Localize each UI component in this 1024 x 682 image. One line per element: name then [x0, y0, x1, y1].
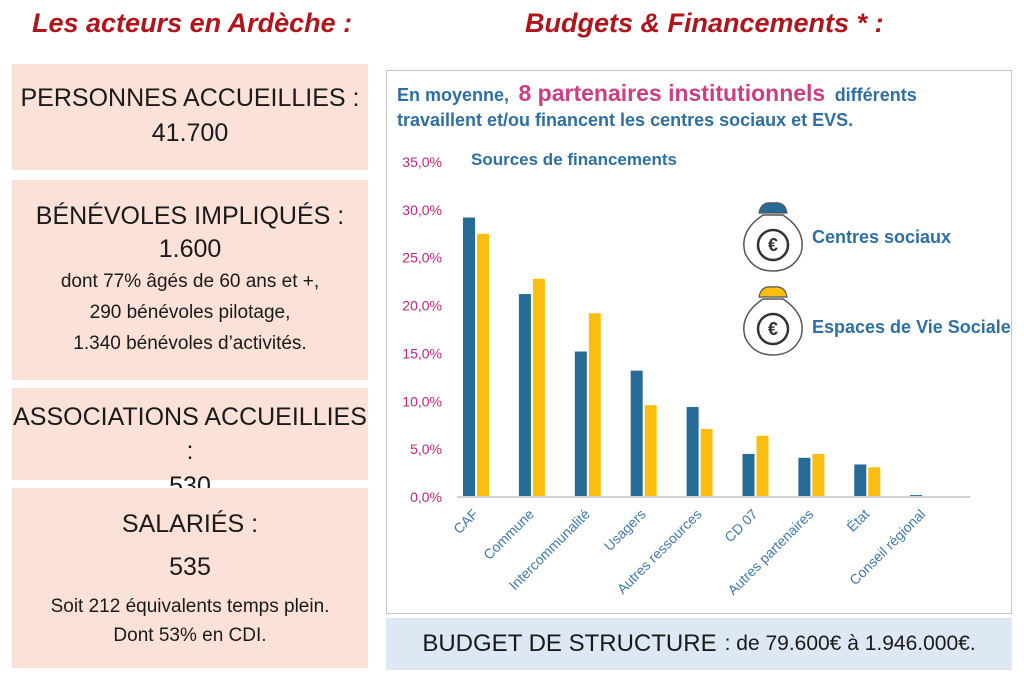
- legend-label: Centres sociaux: [812, 227, 951, 247]
- budget-label: BUDGET DE STRUCTURE: [422, 630, 717, 657]
- y-tick-label: 25,0%: [402, 250, 442, 266]
- chart-title: Sources de financements: [471, 150, 677, 169]
- y-tick-label: 5,0%: [410, 441, 442, 457]
- bar-centres-sociaux: [854, 464, 867, 497]
- svg-text:€: €: [768, 235, 778, 255]
- bar-centres-sociaux: [630, 370, 643, 497]
- chart-header-line2: travaillent et/ou financent les centres …: [397, 110, 853, 130]
- bar-centres-sociaux: [463, 217, 475, 497]
- card-note: dont 77% âgés de 60 ans et +,: [60, 271, 320, 292]
- y-tick-label: 10,0%: [402, 393, 442, 409]
- x-tick-label: État: [843, 506, 872, 535]
- bar-evs: [700, 429, 713, 497]
- funding-chart-panel: En moyenne, 8 partenaires institutionnel…: [386, 70, 1012, 614]
- y-axis-ticks: 0,0% 5,0% 10,0% 15,0% 20,0% 25,0% 30,0% 35,0%: [402, 154, 442, 505]
- bar-evs: [868, 467, 881, 497]
- x-tick-label: CD 07: [721, 506, 761, 546]
- chart-legend: € Centres sociaux € Espaces de Vie Sociale: [743, 202, 1011, 356]
- section-heading-budgets: Budgets & Financements * :: [525, 8, 884, 38]
- bar-series: [463, 217, 923, 498]
- x-tick-label: CAF: [450, 506, 481, 537]
- card-benevoles-impliques: BÉNÉVOLES IMPLIQUÉS : 1.600 dont 77% âgé…: [12, 180, 368, 380]
- purse-blue-icon: €: [743, 202, 803, 272]
- card-note: Soit 212 équivalents temps plein.: [50, 596, 330, 617]
- y-tick-label: 0,0%: [410, 489, 442, 505]
- card-note: 1.340 bénévoles d’activités.: [73, 333, 307, 354]
- card-salaries: SALARIÉS : 535 Soit 212 équivalents temp…: [12, 488, 368, 668]
- x-tick-label: Commune: [480, 506, 537, 563]
- card-label: ASSOCIATIONS ACCUEILLIES :: [13, 403, 367, 465]
- purse-yellow-icon: €: [743, 286, 803, 356]
- bar-evs: [756, 435, 769, 497]
- card-label: SALARIÉS :: [121, 510, 259, 538]
- card-associations-accueillies: ASSOCIATIONS ACCUEILLIES : 530: [12, 388, 368, 500]
- card-label: PERSONNES ACCUEILLIES :: [20, 84, 360, 112]
- card-note: Dont 53% en CDI.: [113, 625, 267, 646]
- bar-centres-sociaux: [574, 351, 587, 497]
- bar-centres-sociaux: [798, 457, 811, 497]
- bar-evs: [477, 233, 489, 498]
- y-tick-label: 20,0%: [402, 298, 442, 314]
- svg-text:€: €: [768, 319, 778, 339]
- chart-header-line1: En moyenne, 8 partenaires institutionnel…: [397, 80, 917, 106]
- bar-centres-sociaux: [686, 407, 699, 497]
- y-tick-label: 30,0%: [402, 202, 442, 218]
- card-value: 535: [169, 553, 211, 581]
- card-personnes-accueillies: PERSONNES ACCUEILLIES : 41.700: [12, 64, 368, 170]
- y-tick-label: 35,0%: [402, 154, 442, 170]
- budget-value: : de 79.600€ à 1.946.000€.: [724, 632, 976, 655]
- card-note: 290 bénévoles pilotage,: [89, 302, 291, 323]
- chart-header-highlight: 8 partenaires institutionnels: [518, 80, 825, 106]
- bar-evs: [588, 313, 601, 497]
- chart-header-suffix: différents: [835, 85, 917, 105]
- card-value: 41.700: [151, 119, 229, 147]
- x-tick-label: Usagers: [601, 506, 649, 554]
- legend-label: Espaces de Vie Sociale: [812, 317, 1011, 337]
- funding-bar-chart: En moyenne, 8 partenaires institutionnel…: [397, 80, 1011, 598]
- y-tick-label: 15,0%: [402, 345, 442, 361]
- budget-de-structure: BUDGET DE STRUCTURE : de 79.600€ à 1.946…: [386, 618, 1012, 670]
- bar-centres-sociaux: [742, 453, 755, 497]
- bar-centres-sociaux: [518, 294, 531, 497]
- bar-evs: [532, 278, 545, 497]
- section-heading-acteurs: Les acteurs en Ardèche :: [32, 8, 353, 38]
- bar-evs: [812, 453, 825, 497]
- bar-evs: [644, 405, 657, 497]
- card-label: BÉNÉVOLES IMPLIQUÉS :: [35, 202, 345, 230]
- card-value: 1.600: [158, 235, 222, 263]
- chart-header-prefix: En moyenne,: [397, 85, 509, 105]
